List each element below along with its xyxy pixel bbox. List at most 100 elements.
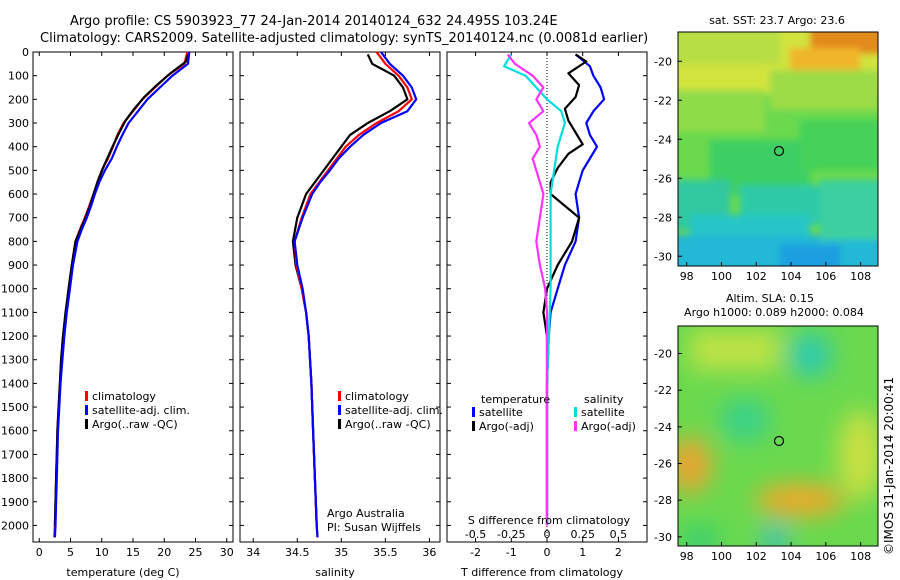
salinity-annotation: Argo Australia (327, 507, 405, 520)
sla-map-y-tick-label: -20 (654, 348, 672, 361)
salinity-x-tick-label: 35 (334, 546, 348, 559)
salinity-x-tick-label: 35.5 (373, 546, 398, 559)
diff-legend-title-temperature: temperature (481, 393, 550, 406)
sst-map-y-tick-label: -26 (654, 172, 672, 185)
differences-x-tick-label: 0 (544, 546, 551, 559)
sst-map-y-tick-label: -20 (654, 55, 672, 68)
sla-map-subtitle: Argo h1000: 0.089 h2000: 0.084 (684, 306, 864, 319)
diff-legend-swatch (574, 407, 577, 417)
temperature-legend-swatch (85, 405, 88, 415)
figure-title-line1: Argo profile: CS 5903923_77 24-Jan-2014 … (70, 14, 558, 29)
sst-heatmap (678, 32, 878, 266)
diff-legend-label: Argo(-adj) (581, 420, 636, 433)
temperature-legend-label: Argo(..raw -QC) (92, 418, 178, 431)
temperature-y-tick-label: 1600 (1, 425, 29, 438)
diff-top-tick-label: 0.25 (570, 528, 595, 541)
salinity-legend-swatch (338, 419, 341, 429)
figure-title-line2: Climatology: CARS2009. Satellite-adjuste… (40, 31, 648, 46)
salinity-legend-label: climatology (345, 390, 409, 403)
salinity-x-tick-label: 36 (422, 546, 436, 559)
temperature-y-tick-label: 0 (22, 46, 29, 59)
sst-map-y-tick-label: -22 (654, 94, 672, 107)
salinity-series-line-2 (293, 51, 418, 538)
temperature-y-tick-label: 600 (8, 188, 29, 201)
temperature-profile-panel: 0 5 10 15 20 25 300100200300400500600700800900… (1, 46, 234, 579)
sst-map-y-tick-label: -24 (654, 133, 672, 146)
sla-map-axes: 98 100 102 104 106 108 -20 -22 -24 -26 -28 -30 (654, 348, 871, 564)
temperature-y-tick-label: 400 (8, 141, 29, 154)
temperature-y-tick-label: 1300 (1, 354, 29, 367)
temperature-y-tick-label: 500 (8, 164, 29, 177)
salinity-annotation: PI: Susan Wijffels (327, 521, 421, 534)
temperature-legend-swatch (85, 391, 88, 401)
diff-top-tick-label: 0.5 (610, 528, 628, 541)
sst-map-y-tick-label: -28 (654, 211, 672, 224)
sst-argo-location-marker (773, 145, 785, 157)
differences-series-line-3 (506, 53, 549, 526)
temperature-y-tick-label: 1700 (1, 448, 29, 461)
temperature-y-tick-label: 300 (8, 117, 29, 130)
sla-map-x-tick-label: 100 (711, 550, 732, 563)
sla-map-x-tick-label: 108 (850, 550, 871, 563)
temperature-x-tick-label: 25 (189, 546, 203, 559)
sla-map-title: Altim. SLA: 0.15 (726, 292, 814, 305)
sla-map-y-tick-label: -26 (654, 458, 672, 471)
imos-timestamp: ©IMOS 31-Jan-2014 20:00:41 (882, 377, 896, 555)
diff-legend-swatch (472, 407, 475, 417)
temperature-x-tick-label: 30 (220, 546, 234, 559)
sst-map-x-tick-label: 108 (850, 270, 871, 283)
temperature-x-axis-label: temperature (deg C) (66, 566, 179, 579)
salinity-x-tick-label: 34.5 (285, 546, 310, 559)
sla-map-x-tick-label: 106 (815, 550, 836, 563)
temperature-y-tick-label: 800 (8, 235, 29, 248)
temperature-y-tick-label: 100 (8, 70, 29, 83)
salinity-plot-area (239, 51, 441, 543)
sla-argo-location-marker (773, 435, 785, 447)
temperature-y-tick-label: 1200 (1, 330, 29, 343)
salinity-legend-label: satellite-adj. clim. (345, 404, 443, 417)
salinity-legend-label: Argo(..raw -QC) (345, 418, 431, 431)
sst-map-y-tick-label: -30 (654, 250, 672, 263)
sla-map-y-tick-label: -28 (654, 494, 672, 507)
temperature-x-tick-label: 5 (67, 546, 74, 559)
sla-map-y-tick-label: -30 (654, 531, 672, 544)
diff-legend-swatch (472, 421, 475, 431)
temperature-x-tick-label: 20 (157, 546, 171, 559)
temperature-y-tick-label: 1900 (1, 496, 29, 509)
temperature-y-tick-label: 1500 (1, 401, 29, 414)
diff-legend-label: satellite (479, 406, 523, 419)
sst-map-x-tick-label: 98 (680, 270, 694, 283)
sst-map-x-tick-label: 106 (815, 270, 836, 283)
salinity-profile-panel: 34 34.5 35 35.5 36 salinity climatologysatelli… (239, 51, 443, 579)
sst-map-x-tick-label: 104 (781, 270, 802, 283)
sst-map-axes: 98 100 102 104 106 108 -20 -22 -24 -26 -28 -30 (654, 55, 871, 283)
diff-legend-label: Argo(-adj) (479, 420, 534, 433)
salinity-legend-swatch (338, 405, 341, 415)
temperature-legend-label: satellite-adj. clim. (92, 404, 190, 417)
sla-heatmap (678, 326, 878, 546)
diff-legend-label: satellite (581, 406, 625, 419)
sst-map-x-tick-label: 100 (711, 270, 732, 283)
differences-x-tick-label: 1 (579, 546, 586, 559)
sla-map-x-tick-label: 98 (680, 550, 694, 563)
diff-top-axis-label: S difference from climatology (468, 514, 631, 527)
diff-top-tick-label: -0.25 (497, 528, 525, 541)
temperature-x-tick-label: 10 (95, 546, 109, 559)
temperature-legend-swatch (85, 419, 88, 429)
sla-map-y-tick-label: -22 (654, 384, 672, 397)
differences-x-tick-label: 2 (615, 546, 622, 559)
differences-x-tick-label: -2 (470, 546, 481, 559)
sst-map-x-tick-label: 102 (746, 270, 767, 283)
temperature-y-tick-label: 700 (8, 212, 29, 225)
diff-legend-title-salinity: salinity (584, 393, 624, 406)
temperature-plot-area (32, 51, 234, 543)
salinity-legend-swatch (338, 391, 341, 401)
temperature-x-tick-label: 0 (36, 546, 43, 559)
temperature-y-tick-label: 900 (8, 259, 29, 272)
salinity-x-axis-label: salinity (315, 566, 355, 579)
diff-top-tick-label: -0.5 (465, 528, 486, 541)
difference-profile-panel: -2 -1 0 1 2 T difference from climatology temp… (446, 51, 648, 579)
differences-series-line-0 (545, 53, 606, 526)
temperature-y-tick-label: 200 (8, 93, 29, 106)
